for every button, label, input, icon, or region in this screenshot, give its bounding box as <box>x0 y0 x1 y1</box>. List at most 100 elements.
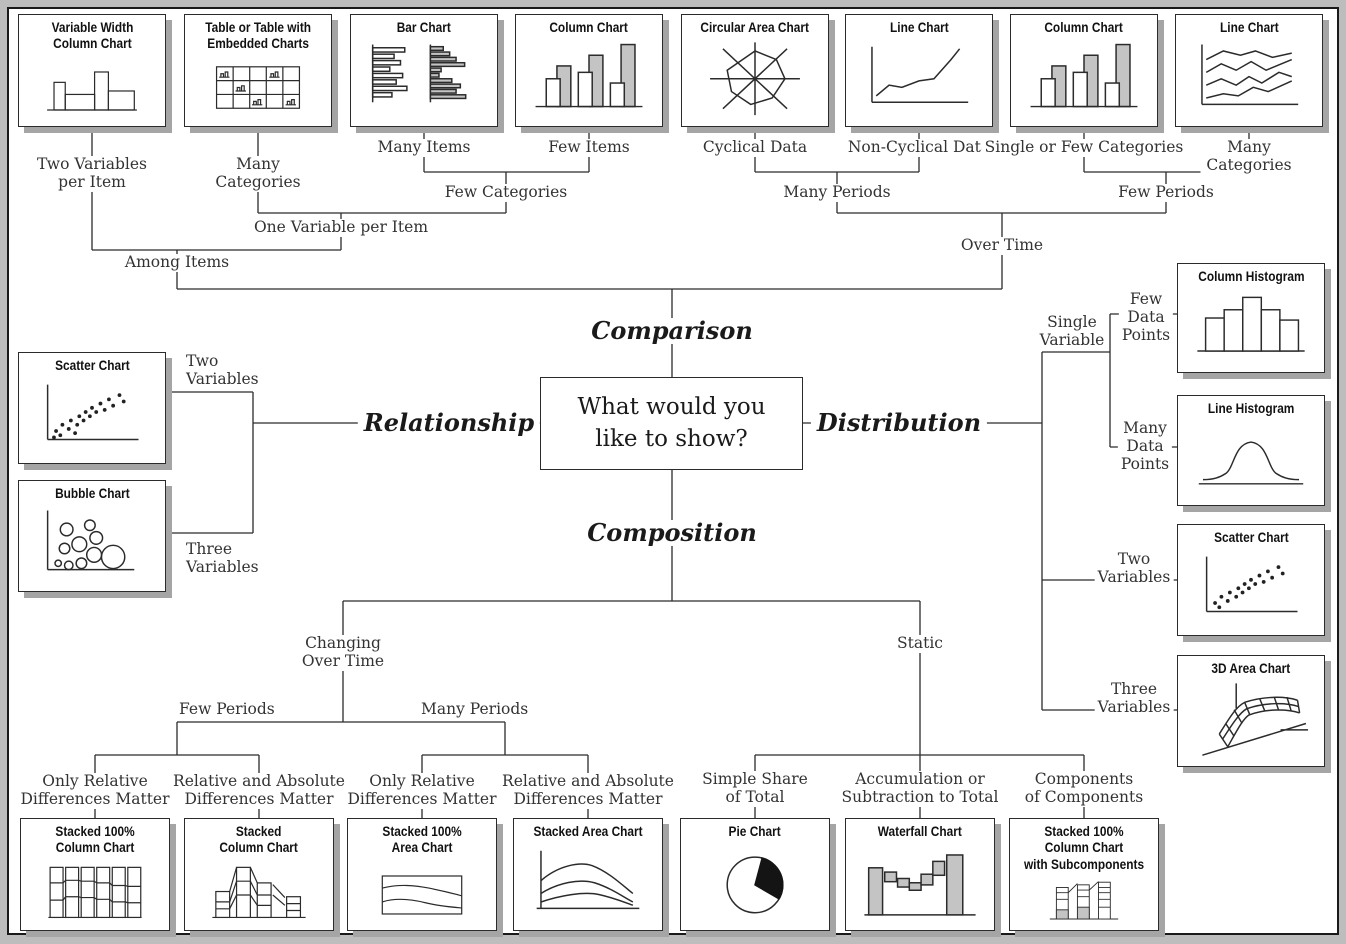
box-stacked-area-chart: Stacked Area Chart <box>513 818 663 931</box>
label-only-relative-differences-1: Only Relative Differences Matter <box>17 772 173 809</box>
box-title: Column Chart <box>1044 20 1124 35</box>
label-many-categories: Many Categories <box>212 155 304 192</box>
label-simple-share-of-total: Simple Share of Total <box>699 770 811 807</box>
label-relative-absolute-differences-1: Relative and Absolute Differences Matter <box>170 772 348 809</box>
circular-area-chart-icon <box>710 42 800 116</box>
label-changing-over-time: Changing Over Time <box>298 634 388 671</box>
box-pie-chart: Pie Chart <box>680 818 830 931</box>
branch-composition: Composition <box>581 519 763 547</box>
box-column-chart-single-few: Column Chart <box>1010 14 1158 127</box>
label-accumulation-subtraction: Accumulation or Subtraction to Total <box>838 770 1002 807</box>
box-line-chart-noncyclical: Line Chart <box>845 14 993 127</box>
box-title: Line Chart <box>1219 20 1279 35</box>
box-stacked-column-chart: Stacked Column Chart <box>184 818 334 931</box>
box-title: Column Histogram <box>1197 269 1305 284</box>
label-static: Static <box>894 634 946 653</box>
label-few-periods: Few Periods <box>1115 183 1217 202</box>
box-scatter-chart-distribution: Scatter Chart <box>1177 524 1325 636</box>
box-title: Scatter Chart <box>54 358 130 373</box>
branch-relationship: Relationship <box>357 409 541 437</box>
label-many-data-points: Many Data Points <box>1117 419 1173 474</box>
label-two-variables-right: Two Variables <box>1094 550 1174 587</box>
label-single-variable: Single Variable <box>1036 313 1108 350</box>
bar-chart-icon <box>371 45 467 103</box>
branch-comparison: Comparison <box>585 317 759 345</box>
label-three-variables-right: Three Variables <box>1094 680 1174 717</box>
box-title: Column Chart <box>549 20 629 35</box>
label-among-items: Among Items <box>121 253 233 272</box>
line-chart-icon <box>871 47 969 104</box>
box-title: 3D Area Chart <box>1211 661 1291 676</box>
label-many-items: Many Items <box>374 138 474 157</box>
label-single-or-few-categories: Single or Few Categories <box>981 138 1187 157</box>
pie-chart-icon <box>726 856 784 914</box>
box-scatter-chart: Scatter Chart <box>18 352 166 464</box>
box-title: Scatter Chart <box>1213 530 1289 545</box>
label-one-variable-per-item: One Variable per Item <box>250 218 432 237</box>
waterfall-chart-icon <box>864 854 976 917</box>
stacked-100-column-chart-icon <box>48 866 142 918</box>
label-non-cyclical-data: Non-Cyclical Data <box>844 138 994 157</box>
box-line-histogram: Line Histogram <box>1177 395 1325 506</box>
label-three-variables: Three Variables <box>183 540 262 577</box>
multi-line-chart-icon <box>1201 45 1299 106</box>
label-two-variables-per-item: Two Variables per Item <box>34 155 150 192</box>
bubble-chart-icon <box>46 510 135 571</box>
box-title: Stacked Column Chart <box>219 824 299 856</box>
box-title: Bubble Chart <box>54 486 130 501</box>
box-title: Line Histogram <box>1207 401 1295 416</box>
variable-width-column-chart-icon <box>47 71 137 111</box>
label-over-time: Over Time <box>957 236 1047 255</box>
stacked-100-area-chart-icon <box>381 875 463 915</box>
column-chart-icon <box>535 44 643 108</box>
box-column-histogram: Column Histogram <box>1177 263 1325 373</box>
box-stacked-100-column-chart: Stacked 100% Column Chart <box>20 818 170 931</box>
box-title: Variable Width Column Chart <box>51 20 133 52</box>
stacked-area-chart-icon <box>536 851 640 910</box>
stacked-column-chart-icon <box>212 866 306 918</box>
3d-area-chart-icon <box>1202 683 1309 757</box>
label-many-periods-bottom: Many Periods <box>418 700 532 719</box>
label-two-variables: Two Variables <box>183 352 262 389</box>
scatter-chart-icon <box>46 385 139 441</box>
box-line-chart-many-categories: Line Chart <box>1175 14 1323 127</box>
box-title: Stacked Area Chart <box>533 824 643 839</box>
box-column-chart-few-items: Column Chart <box>515 14 663 127</box>
box-3d-area-chart: 3D Area Chart <box>1177 655 1325 767</box>
column-histogram-icon <box>1197 297 1305 353</box>
central-question-box: What would you like to show? <box>540 377 803 470</box>
box-table-embedded-charts: Table or Table with Embedded Charts <box>184 14 332 127</box>
label-relative-absolute-differences-2: Relative and Absolute Differences Matter <box>499 772 677 809</box>
label-many-periods: Many Periods <box>780 183 894 202</box>
box-title: Stacked 100% Area Chart <box>382 824 462 856</box>
box-variable-width-column-chart: Variable Width Column Chart <box>18 14 166 127</box>
line-histogram-icon <box>1198 441 1304 486</box>
label-few-data-points: Few Data Points <box>1118 290 1174 345</box>
box-title: Stacked 100% Column Chart <box>55 824 135 856</box>
label-few-periods-bottom: Few Periods <box>176 700 278 719</box>
column-chart-icon <box>1030 44 1138 108</box>
box-title: Stacked 100% Column Chart with Subcompon… <box>1023 824 1145 872</box>
box-stacked-100-area-chart: Stacked 100% Area Chart <box>347 818 497 931</box>
box-waterfall-chart: Waterfall Chart <box>845 818 995 931</box>
scatter-chart-icon <box>1205 557 1298 613</box>
table-with-embedded-charts-icon <box>215 66 301 109</box>
box-title: Waterfall Chart <box>877 824 963 839</box>
label-few-items: Few Items <box>545 138 633 157</box>
box-title: Table or Table with Embedded Charts <box>205 20 311 52</box>
box-circular-area-chart: Circular Area Chart <box>681 14 829 127</box>
box-title: Line Chart <box>889 20 949 35</box>
label-components-of-components: Components of Components <box>1021 770 1147 807</box>
box-bar-chart: Bar Chart <box>350 14 498 127</box>
box-stacked-100-column-subcomponents: Stacked 100% Column Chart with Subcompon… <box>1009 818 1159 931</box>
label-only-relative-differences-2: Only Relative Differences Matter <box>344 772 500 809</box>
box-bubble-chart: Bubble Chart <box>18 480 166 592</box>
stacked-100-column-subcomponents-icon <box>1049 881 1119 920</box>
box-title: Pie Chart <box>728 824 782 839</box>
label-many-categories-right: Many Categories <box>1200 138 1298 175</box>
box-title: Bar Chart <box>396 20 452 35</box>
box-title: Circular Area Chart <box>700 20 810 35</box>
label-cyclical-data: Cyclical Data <box>699 138 811 157</box>
branch-distribution: Distribution <box>810 409 988 437</box>
